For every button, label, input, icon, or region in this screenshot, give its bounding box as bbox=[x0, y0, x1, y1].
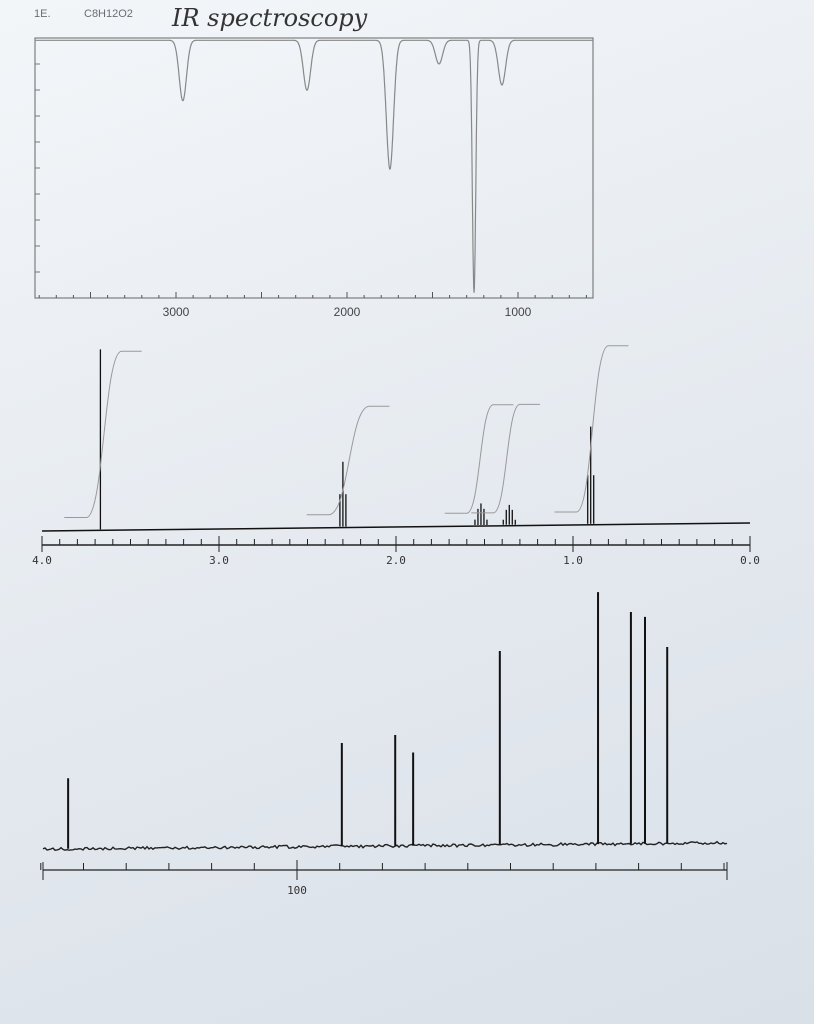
h-nmr-tick-label: 0.0 bbox=[740, 554, 760, 567]
c-nmr-baseline bbox=[43, 842, 727, 851]
h-nmr-baseline bbox=[42, 523, 750, 531]
c-nmr-tick-label: 100 bbox=[287, 884, 307, 897]
ir-tick-label: 2000 bbox=[334, 305, 361, 319]
h-nmr-integral bbox=[555, 346, 629, 512]
h-nmr-tick-label: 1.0 bbox=[563, 554, 583, 567]
h-nmr-integral bbox=[445, 405, 514, 514]
ir-spectrum-line bbox=[35, 40, 593, 292]
h-nmr-tick-label: 2.0 bbox=[386, 554, 406, 567]
h-nmr-integral bbox=[64, 351, 141, 517]
h-nmr-integral bbox=[307, 406, 390, 515]
h-nmr-tick-label: 3.0 bbox=[209, 554, 229, 567]
ir-tick-label: 1000 bbox=[505, 305, 532, 319]
h-nmr-integral bbox=[471, 404, 540, 513]
ir-tick-label: 3000 bbox=[163, 305, 190, 319]
h-nmr-tick-label: 4.0 bbox=[32, 554, 52, 567]
ir-frame bbox=[35, 38, 593, 298]
